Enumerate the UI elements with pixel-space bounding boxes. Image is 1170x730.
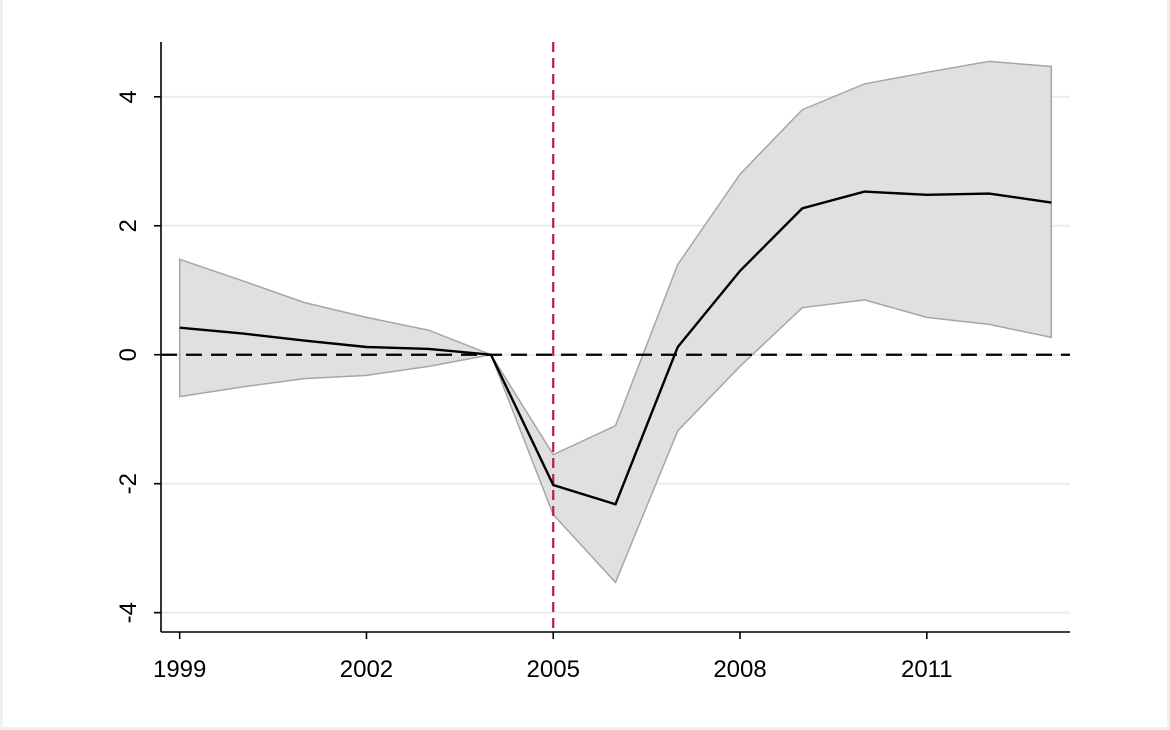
y-tick-label: 4 [115,90,142,103]
y-tick-label: -4 [115,602,142,623]
series-line [179,190,1052,506]
reference-lines [161,42,1070,632]
y-tick-label: 2 [115,219,142,232]
x-tick-label: 2011 [901,656,953,683]
x-tick-label: 2005 [527,656,580,683]
y-tick-label: 0 [115,348,142,361]
event-study-chart: -4 -2 0 2 4 1999 2002 2005 2008 2011 [115,42,1070,683]
series-line-layer [179,190,1052,506]
axes [154,42,1070,639]
tick-labels: -4 -2 0 2 4 1999 2002 2005 2008 2011 [115,90,953,683]
x-tick-label: 2002 [340,656,393,683]
x-tick-label: 2008 [713,656,766,683]
x-tick-label: 1999 [153,656,206,683]
y-tick-label: -2 [115,473,142,494]
